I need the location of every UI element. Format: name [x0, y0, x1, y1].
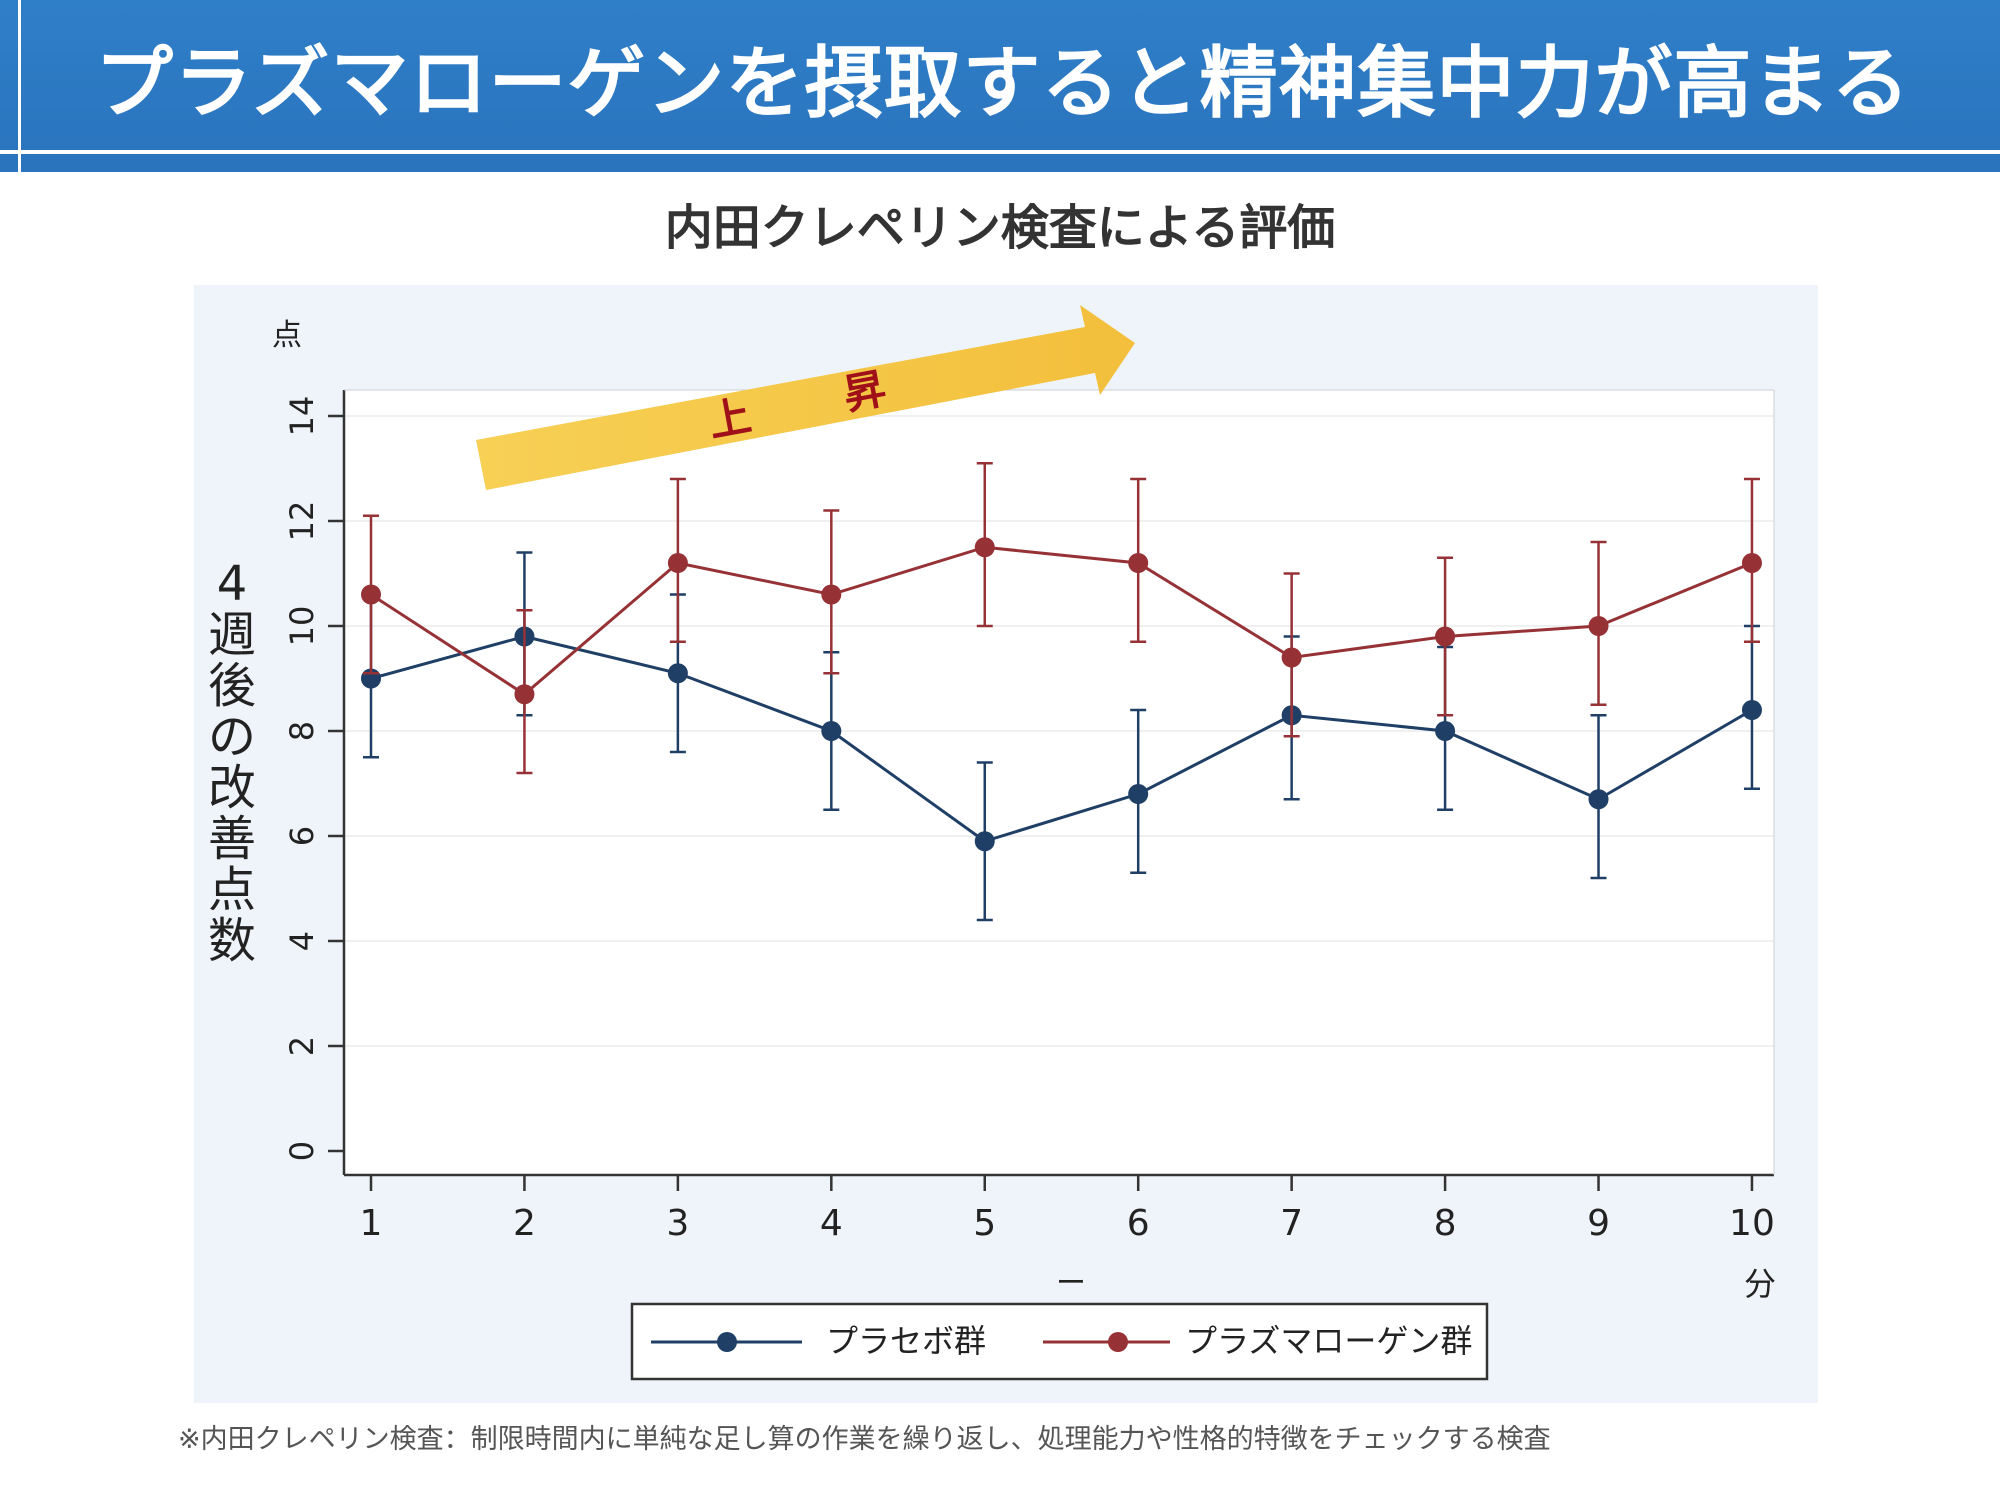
x-tick-label: 3 — [666, 1203, 689, 1244]
data-point-placebo — [1435, 721, 1456, 741]
data-point-plasmalogen — [1435, 626, 1456, 647]
data-point-plasmalogen — [1741, 553, 1762, 573]
banner-rule — [0, 150, 2000, 154]
data-point-plasmalogen — [1128, 553, 1149, 573]
data-point-placebo — [1588, 789, 1609, 810]
data-point-placebo — [974, 831, 995, 852]
chart-subtitle: 内田クレペリン検査による評価 — [664, 200, 1336, 256]
x-tick-label: 2 — [513, 1203, 536, 1244]
banner-vertical-rule — [18, 0, 21, 172]
data-point-placebo — [821, 721, 842, 741]
arrow-label-right: 昇 — [840, 364, 890, 420]
rising-arrow-icon — [476, 305, 1135, 490]
data-point-plasmalogen — [667, 553, 688, 573]
data-point-plasmalogen — [1281, 647, 1302, 668]
x-ticks: 1 2 3 4 5 6 7 8 9 10 — [360, 1175, 1775, 1244]
y-unit-label: 点 — [272, 318, 302, 353]
data-point-placebo — [1741, 700, 1762, 720]
data-point-plasmalogen — [1588, 616, 1609, 636]
x-tick-label: 1 — [360, 1203, 383, 1244]
series-layer — [361, 462, 1762, 922]
banner-title: プラズマローゲンを摂取すると精神集中力が高まる — [95, 39, 1911, 129]
x-tick-label: 6 — [1127, 1203, 1150, 1244]
y-tick-label: 0 — [283, 1141, 321, 1161]
arrow-label-left: 上 — [705, 391, 755, 447]
data-point-plasmalogen — [514, 684, 535, 705]
x-tick-label: 7 — [1280, 1203, 1303, 1244]
x-axis-label: 分 — [1744, 1265, 1776, 1303]
legend-label-placebo: プラセボ群 — [826, 1322, 986, 1360]
x-tick-label: 8 — [1434, 1203, 1457, 1244]
footnote: ※内田クレペリン検査：制限時間内に単純な足し算の作業を繰り返し、処理能力や性格的… — [178, 1424, 1551, 1455]
title-banner: プラズマローゲンを摂取すると精神集中力が高まる — [0, 0, 2000, 172]
legend-marker-plasmalogen — [1108, 1332, 1128, 1352]
x-tick-label: 9 — [1587, 1203, 1610, 1244]
legend: プラセボ群 プラズマローゲン群 — [630, 1302, 1489, 1381]
data-point-placebo — [1128, 784, 1149, 804]
data-point-placebo — [667, 663, 688, 684]
series-line-plasmalogen — [370, 545, 1753, 697]
y-tick-label: 10 — [283, 606, 321, 647]
y-ticks: 0 2 4 6 8 10 12 14 — [283, 396, 344, 1161]
y-tick-label: 4 — [283, 931, 321, 951]
y-tick-label: 6 — [283, 826, 321, 846]
x-tick-label: 10 — [1729, 1203, 1775, 1244]
series-line-placebo — [370, 634, 1753, 843]
data-point-plasmalogen — [821, 584, 842, 605]
y-tick-label: 14 — [283, 396, 321, 437]
x-tick-label: 4 — [820, 1203, 843, 1244]
legend-label-plasmalogen: プラズマローゲン群 — [1185, 1322, 1472, 1360]
series-placebo — [361, 551, 1762, 922]
data-point-plasmalogen — [361, 584, 381, 605]
x-tick-label: 5 — [973, 1203, 996, 1244]
series-plasmalogen — [361, 462, 1762, 775]
x-axis-mark: ー — [1056, 1266, 1086, 1301]
data-point-plasmalogen — [974, 537, 995, 558]
legend-marker-placebo — [717, 1332, 737, 1352]
gridlines — [344, 415, 1774, 1047]
y-tick-label: 8 — [283, 721, 321, 741]
y-tick-label: 12 — [283, 501, 321, 542]
y-tick-label: 2 — [283, 1036, 321, 1056]
y-axis-label: 4 週後の改善点数 — [208, 556, 256, 969]
